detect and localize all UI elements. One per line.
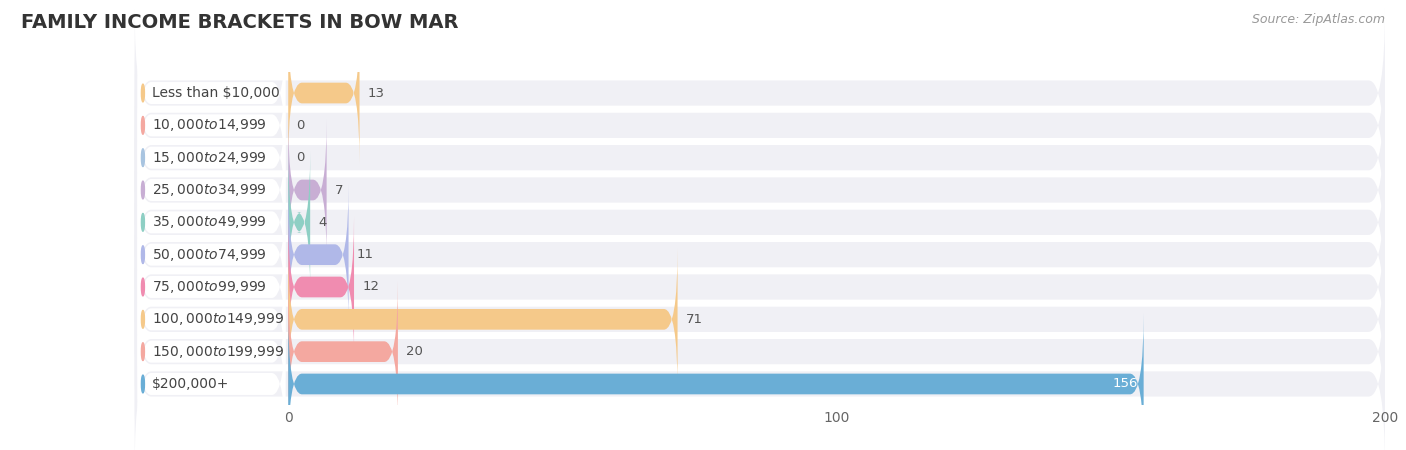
FancyBboxPatch shape bbox=[288, 22, 360, 163]
Text: 156: 156 bbox=[1112, 378, 1139, 391]
Circle shape bbox=[142, 343, 145, 360]
Circle shape bbox=[142, 278, 145, 296]
Text: $35,000 to $49,999: $35,000 to $49,999 bbox=[152, 214, 267, 230]
FancyBboxPatch shape bbox=[135, 300, 1385, 450]
FancyBboxPatch shape bbox=[135, 235, 1385, 404]
FancyBboxPatch shape bbox=[288, 249, 678, 390]
FancyBboxPatch shape bbox=[138, 153, 285, 292]
Text: $100,000 to $149,999: $100,000 to $149,999 bbox=[152, 311, 284, 327]
FancyBboxPatch shape bbox=[288, 314, 1143, 450]
FancyBboxPatch shape bbox=[288, 184, 349, 325]
FancyBboxPatch shape bbox=[138, 282, 285, 422]
Text: $25,000 to $34,999: $25,000 to $34,999 bbox=[152, 182, 267, 198]
FancyBboxPatch shape bbox=[135, 138, 1385, 307]
Circle shape bbox=[142, 117, 145, 134]
Text: 7: 7 bbox=[335, 184, 343, 197]
FancyBboxPatch shape bbox=[138, 23, 285, 163]
Text: $15,000 to $24,999: $15,000 to $24,999 bbox=[152, 150, 267, 166]
FancyBboxPatch shape bbox=[288, 281, 398, 422]
Text: Source: ZipAtlas.com: Source: ZipAtlas.com bbox=[1251, 14, 1385, 27]
Text: $50,000 to $74,999: $50,000 to $74,999 bbox=[152, 247, 267, 263]
Circle shape bbox=[142, 375, 145, 393]
Text: 13: 13 bbox=[368, 86, 385, 99]
Text: FAMILY INCOME BRACKETS IN BOW MAR: FAMILY INCOME BRACKETS IN BOW MAR bbox=[21, 14, 458, 32]
Circle shape bbox=[142, 246, 145, 264]
Circle shape bbox=[142, 149, 145, 166]
FancyBboxPatch shape bbox=[135, 41, 1385, 210]
FancyBboxPatch shape bbox=[135, 170, 1385, 339]
FancyBboxPatch shape bbox=[138, 88, 285, 228]
Circle shape bbox=[142, 310, 145, 328]
Text: 0: 0 bbox=[297, 151, 305, 164]
FancyBboxPatch shape bbox=[135, 267, 1385, 436]
Text: $150,000 to $199,999: $150,000 to $199,999 bbox=[152, 344, 284, 360]
FancyBboxPatch shape bbox=[138, 217, 285, 357]
FancyBboxPatch shape bbox=[288, 152, 311, 293]
FancyBboxPatch shape bbox=[135, 73, 1385, 242]
FancyBboxPatch shape bbox=[138, 55, 285, 195]
FancyBboxPatch shape bbox=[138, 185, 285, 324]
FancyBboxPatch shape bbox=[135, 202, 1385, 371]
FancyBboxPatch shape bbox=[288, 120, 326, 261]
Text: 4: 4 bbox=[318, 216, 326, 229]
Circle shape bbox=[142, 213, 145, 231]
Text: 12: 12 bbox=[363, 280, 380, 293]
Circle shape bbox=[142, 181, 145, 199]
Circle shape bbox=[142, 84, 145, 102]
Text: 20: 20 bbox=[406, 345, 423, 358]
FancyBboxPatch shape bbox=[288, 216, 354, 357]
FancyBboxPatch shape bbox=[138, 314, 285, 450]
Text: Less than $10,000: Less than $10,000 bbox=[152, 86, 280, 100]
Text: $200,000+: $200,000+ bbox=[152, 377, 229, 391]
Text: 11: 11 bbox=[357, 248, 374, 261]
Text: $75,000 to $99,999: $75,000 to $99,999 bbox=[152, 279, 267, 295]
FancyBboxPatch shape bbox=[135, 9, 1385, 177]
FancyBboxPatch shape bbox=[138, 249, 285, 389]
FancyBboxPatch shape bbox=[135, 106, 1385, 274]
FancyBboxPatch shape bbox=[138, 120, 285, 260]
Text: 71: 71 bbox=[686, 313, 703, 326]
Text: 0: 0 bbox=[297, 119, 305, 132]
Text: $10,000 to $14,999: $10,000 to $14,999 bbox=[152, 117, 267, 133]
